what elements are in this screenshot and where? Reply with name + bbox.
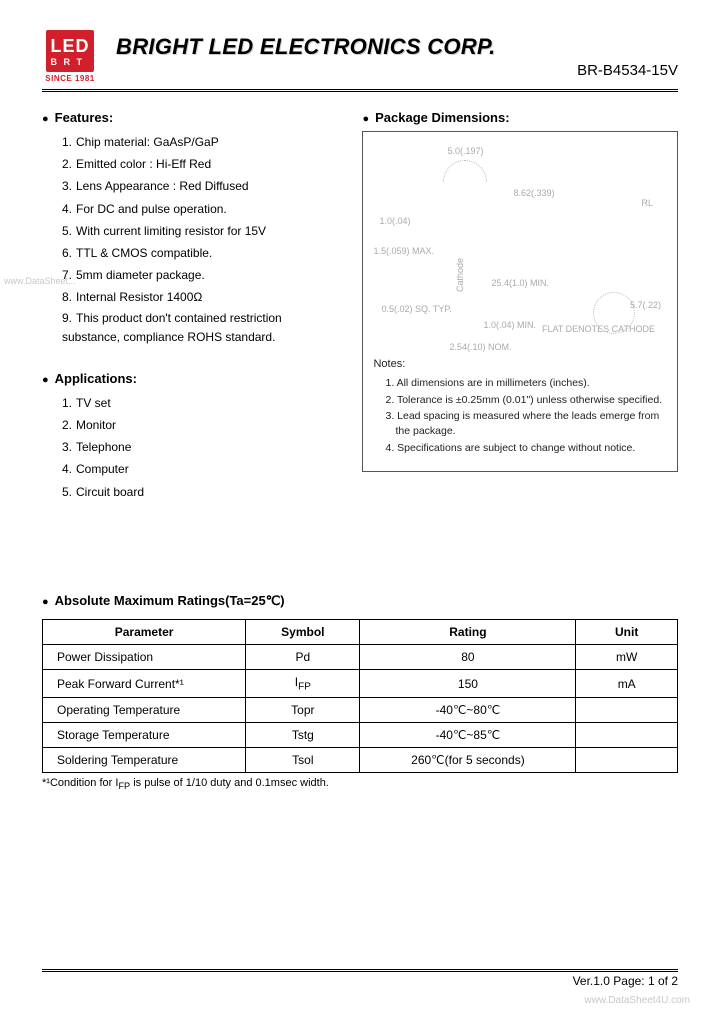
logo-text: LED — [51, 36, 90, 56]
applications-list: 1.TV set 2.Monitor 3.Telephone 4.Compute… — [42, 392, 342, 503]
dim-label: 2.54(.10) NOM. — [449, 342, 511, 352]
company-name: BRIGHT LED ELECTRONICS CORP. — [116, 34, 678, 60]
dim-label: RL — [641, 198, 653, 208]
dim-label: 0.5(.02) SQ. TYP. — [381, 304, 451, 314]
symbol-ifp: IFP — [246, 669, 360, 697]
page: www.DataSheet... LED B R T SINCE 1981 BR… — [0, 0, 720, 1012]
watermark-left: www.DataSheet... — [4, 276, 76, 286]
watermark-bottom: www.DataSheet4U.com — [584, 995, 690, 1006]
dim-label: 8.62(.339) — [513, 188, 554, 198]
content: Features: 1.Chip material: GaAsP/GaP 2.E… — [42, 110, 678, 503]
logo: LED B R T SINCE 1981 — [42, 30, 98, 83]
note-item: 3. Lead spacing is measured where the le… — [385, 409, 667, 438]
app-item: 3.Telephone — [62, 436, 342, 458]
package-box: 5.0(.197) 8.62(.339) RL 1.0(.04) 1.5(.05… — [362, 131, 678, 472]
app-item: 5.Circuit board — [62, 481, 342, 503]
app-item: 4.Computer — [62, 458, 342, 480]
dim-label: 1.0(.04) MIN. — [483, 320, 536, 330]
app-item: 2.Monitor — [62, 414, 342, 436]
header-rule — [42, 89, 678, 92]
dim-label: 25.4(1.0) MIN. — [491, 278, 549, 288]
table-header-row: Parameter Symbol Rating Unit — [43, 619, 678, 644]
logo-box: LED B R T — [46, 30, 94, 72]
table-row: Soldering TemperatureTsol260℃(for 5 seco… — [43, 748, 678, 773]
note-item: 2. Tolerance is ±0.25mm (0.01") unless o… — [385, 393, 667, 408]
table-row: Storage TemperatureTstg-40℃~85℃ — [43, 723, 678, 748]
table-row: Operating TemperatureTopr-40℃~80℃ — [43, 698, 678, 723]
col-symbol: Symbol — [246, 619, 360, 644]
package-heading: Package Dimensions: — [362, 110, 678, 125]
feature-item: 5.With current limiting resistor for 15V — [62, 220, 342, 242]
notes-heading: Notes: — [373, 358, 667, 370]
features-heading: Features: — [42, 110, 342, 125]
package-diagram: 5.0(.197) 8.62(.339) RL 1.0(.04) 1.5(.05… — [373, 142, 667, 352]
ratings-block: Absolute Maximum Ratings(Ta=25℃) Paramet… — [42, 593, 678, 792]
ratings-footnote: *¹Condition for IFP is pulse of 1/10 dut… — [42, 777, 678, 791]
title-area: BRIGHT LED ELECTRONICS CORP. BR-B4534-15… — [116, 30, 678, 79]
feature-item: 1.Chip material: GaAsP/GaP — [62, 131, 342, 153]
features-list: 1.Chip material: GaAsP/GaP 2.Emitted col… — [42, 131, 342, 347]
applications-heading: Applications: — [42, 371, 342, 386]
applications-block: Applications: 1.TV set 2.Monitor 3.Telep… — [42, 371, 342, 503]
footer: Ver.1.0 Page: 1 of 2 — [42, 969, 678, 988]
dim-label: 1.5(.059) MAX. — [373, 246, 434, 256]
note-item: 4. Specifications are subject to change … — [385, 441, 667, 456]
ratings-table: Parameter Symbol Rating Unit Power Dissi… — [42, 619, 678, 773]
header: LED B R T SINCE 1981 BRIGHT LED ELECTRON… — [42, 30, 678, 83]
right-column: Package Dimensions: 5.0(.197) 8.62(.339)… — [362, 110, 678, 503]
col-rating: Rating — [360, 619, 576, 644]
footer-rule — [42, 969, 678, 972]
logo-since: SINCE 1981 — [45, 74, 94, 83]
feature-item: 7.5mm diameter package. — [62, 264, 342, 286]
dim-label: 1.0(.04) — [379, 216, 410, 226]
note-item: 1. All dimensions are in millimeters (in… — [385, 376, 667, 391]
feature-item: 6.TTL & CMOS compatible. — [62, 242, 342, 264]
dim-label: 5.7(.22) — [630, 300, 661, 310]
logo-subtext: B R T — [51, 57, 90, 67]
feature-item: 4.For DC and pulse operation. — [62, 198, 342, 220]
dim-label: FLAT DENOTES CATHODE — [542, 324, 655, 334]
feature-item: 3.Lens Appearance : Red Diffused — [62, 175, 342, 197]
table-row: Peak Forward Current*¹IFP150mA — [43, 669, 678, 697]
app-item: 1.TV set — [62, 392, 342, 414]
page-info: Ver.1.0 Page: 1 of 2 — [42, 974, 678, 988]
col-unit: Unit — [576, 619, 678, 644]
part-number: BR-B4534-15V — [116, 62, 678, 79]
feature-item: 8.Internal Resistor 1400Ω — [62, 286, 342, 308]
dim-label: Cathode — [455, 258, 465, 292]
led-outline-arc — [443, 160, 487, 182]
col-parameter: Parameter — [43, 619, 246, 644]
feature-item: 2.Emitted color : Hi-Eff Red — [62, 153, 342, 175]
table-row: Power DissipationPd80mW — [43, 644, 678, 669]
dim-label: 5.0(.197) — [447, 146, 483, 156]
ratings-heading: Absolute Maximum Ratings(Ta=25℃) — [42, 593, 678, 609]
notes-list: 1. All dimensions are in millimeters (in… — [373, 376, 667, 455]
left-column: Features: 1.Chip material: GaAsP/GaP 2.E… — [42, 110, 342, 503]
feature-item: 9.This product don't contained restricti… — [62, 309, 342, 347]
